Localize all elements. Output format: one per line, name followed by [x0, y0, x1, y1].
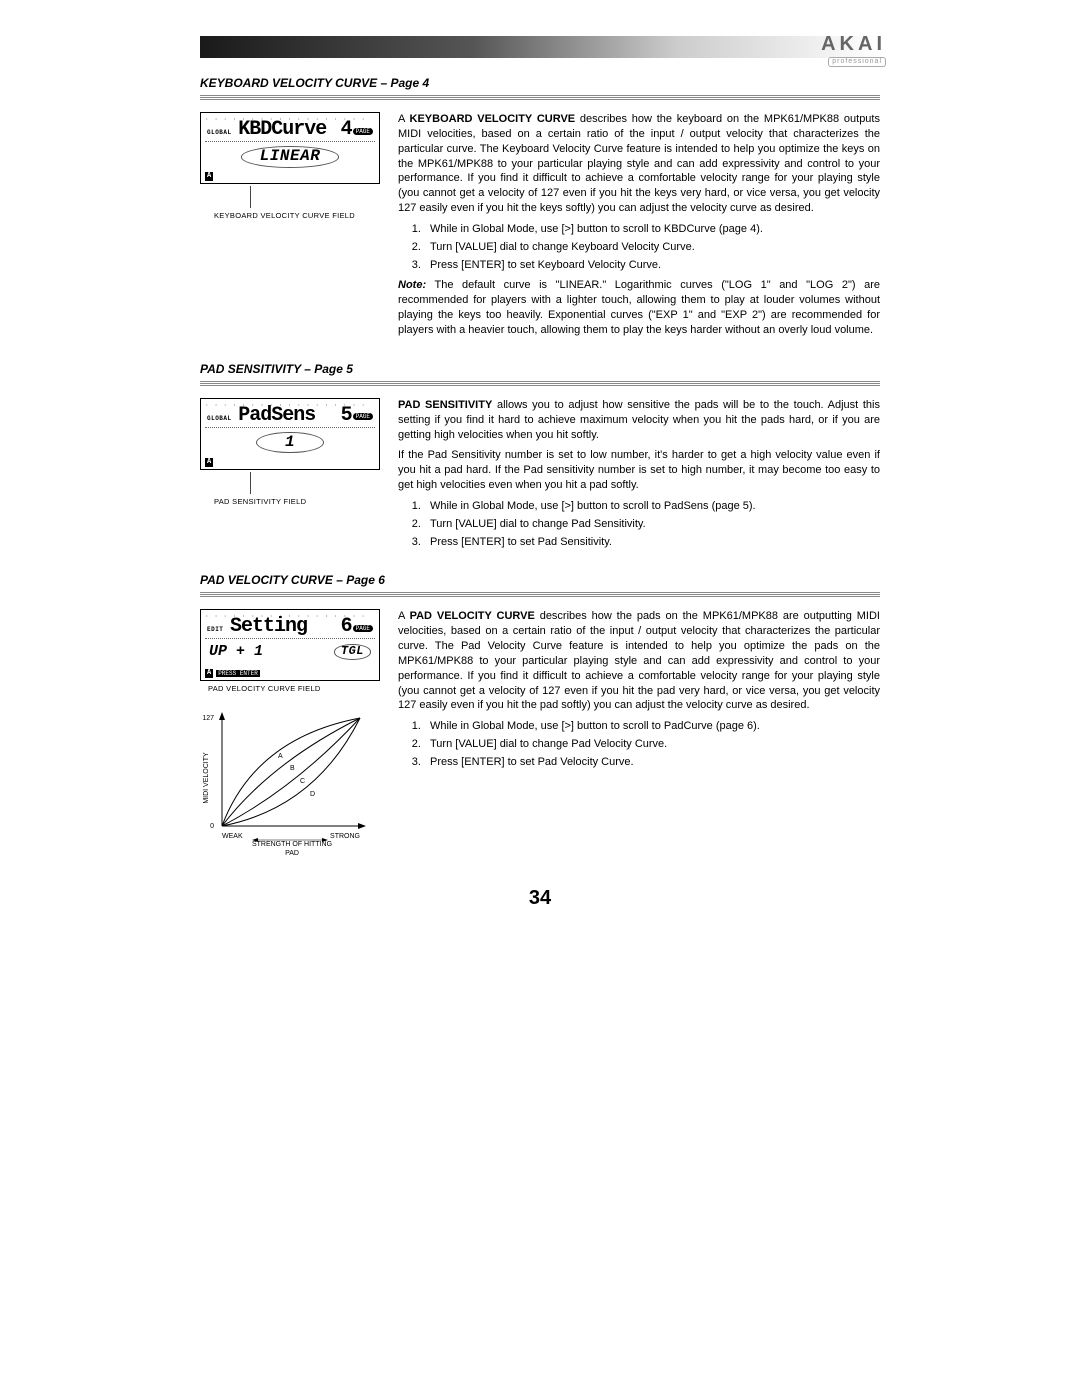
section-body-padcurve: · · · · · · · · · · · · · · · · · · EDIT…: [200, 609, 880, 860]
svg-text:127: 127: [202, 715, 214, 722]
value-oval: 1: [256, 432, 324, 454]
lcd-caption: PAD SENSITIVITY FIELD: [214, 497, 380, 506]
step: While in Global Mode, use [>] button to …: [424, 719, 880, 734]
svg-text:0: 0: [210, 823, 214, 830]
svg-text:WEAK: WEAK: [222, 833, 243, 840]
step: Press [ENTER] to set Pad Velocity Curve.: [424, 755, 880, 770]
brand-subtitle: professional: [828, 57, 886, 67]
brand-name: AKAI: [821, 34, 886, 54]
value-oval: LINEAR: [241, 146, 340, 168]
curve-svg: 127 0 MIDI VELOCITY A B C D WEAK STRONG …: [200, 708, 372, 858]
svg-text:A: A: [278, 753, 283, 760]
left-column: · · · · · · · · · · · · · · · · · · GLOB…: [200, 112, 380, 220]
right-column: A PAD VELOCITY CURVE describes how the p…: [398, 609, 880, 775]
section-body-padsens: · · · · · · · · · · · · · · · · · · GLOB…: [200, 398, 880, 556]
step: Turn [VALUE] dial to change Pad Sensitiv…: [424, 517, 880, 532]
svg-text:STRENGTH OF HITTING: STRENGTH OF HITTING: [252, 841, 332, 848]
step: Press [ENTER] to set Pad Sensitivity.: [424, 535, 880, 550]
divider: [200, 591, 880, 597]
section-title-kbdcurve: KEYBOARD VELOCITY CURVE – Page 4: [200, 76, 880, 90]
left-column: · · · · · · · · · · · · · · · · · · EDIT…: [200, 609, 380, 860]
manual-page: AKAI professional KEYBOARD VELOCITY CURV…: [0, 0, 1080, 950]
step: Turn [VALUE] dial to change Keyboard Vel…: [424, 240, 880, 255]
velocity-curve-graph: 127 0 MIDI VELOCITY A B C D WEAK STRONG …: [200, 708, 380, 861]
lcd-padcurve: · · · · · · · · · · · · · · · · · · EDIT…: [200, 609, 380, 681]
paragraph: A KEYBOARD VELOCITY CURVE describes how …: [398, 112, 880, 216]
steps-list: While in Global Mode, use [>] button to …: [398, 499, 880, 550]
svg-text:PAD: PAD: [285, 850, 299, 857]
step: While in Global Mode, use [>] button to …: [424, 499, 880, 514]
section-body-kbdcurve: · · · · · · · · · · · · · · · · · · GLOB…: [200, 112, 880, 344]
lcd-kbdcurve: · · · · · · · · · · · · · · · · · · GLOB…: [200, 112, 380, 184]
section-title-padcurve: PAD VELOCITY CURVE – Page 6: [200, 573, 880, 587]
svg-text:B: B: [290, 765, 295, 772]
paragraph: A PAD VELOCITY CURVE describes how the p…: [398, 609, 880, 713]
svg-text:D: D: [310, 791, 315, 798]
page-number: 34: [200, 887, 880, 910]
step: While in Global Mode, use [>] button to …: [424, 222, 880, 237]
steps-list: While in Global Mode, use [>] button to …: [398, 222, 880, 273]
divider: [200, 380, 880, 386]
steps-list: While in Global Mode, use [>] button to …: [398, 719, 880, 770]
note: Note: The default curve is "LINEAR." Log…: [398, 278, 880, 337]
step: Press [ENTER] to set Keyboard Velocity C…: [424, 258, 880, 273]
svg-text:STRONG: STRONG: [330, 833, 360, 840]
lcd-padsens: · · · · · · · · · · · · · · · · · · GLOB…: [200, 398, 380, 470]
paragraph: If the Pad Sensitivity number is set to …: [398, 448, 880, 493]
step: Turn [VALUE] dial to change Pad Velocity…: [424, 737, 880, 752]
right-column: A KEYBOARD VELOCITY CURVE describes how …: [398, 112, 880, 344]
left-column: · · · · · · · · · · · · · · · · · · GLOB…: [200, 398, 380, 506]
divider: [200, 94, 880, 100]
right-column: PAD SENSITIVITY allows you to adjust how…: [398, 398, 880, 556]
lcd-caption: PAD VELOCITY CURVE FIELD: [208, 684, 380, 693]
brand-logo: AKAI professional: [821, 34, 886, 67]
svg-text:C: C: [300, 778, 305, 785]
svg-text:MIDI VELOCITY: MIDI VELOCITY: [203, 752, 210, 804]
header-gradient-bar: AKAI professional: [200, 36, 880, 58]
section-title-padsens: PAD SENSITIVITY – Page 5: [200, 362, 880, 376]
paragraph: PAD SENSITIVITY allows you to adjust how…: [398, 398, 880, 443]
lcd-caption: KEYBOARD VELOCITY CURVE FIELD: [214, 211, 380, 220]
